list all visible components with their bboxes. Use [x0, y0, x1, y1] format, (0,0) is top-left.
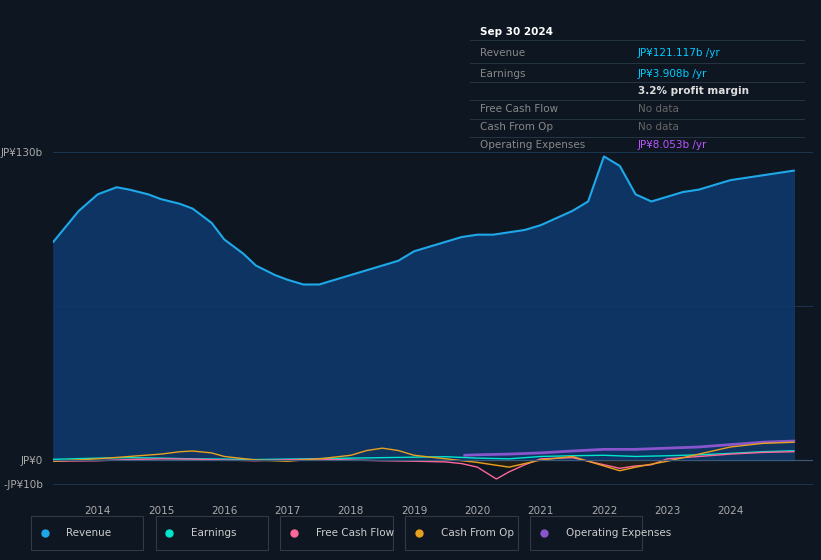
- Text: JP¥3.908b /yr: JP¥3.908b /yr: [637, 69, 707, 79]
- Text: JP¥8.053b /yr: JP¥8.053b /yr: [637, 140, 707, 150]
- Text: Sep 30 2024: Sep 30 2024: [480, 27, 553, 37]
- Text: Earnings: Earnings: [191, 528, 236, 538]
- Text: No data: No data: [637, 104, 678, 114]
- Text: Operating Expenses: Operating Expenses: [480, 140, 585, 150]
- Text: Revenue: Revenue: [480, 48, 525, 58]
- Text: Free Cash Flow: Free Cash Flow: [316, 528, 394, 538]
- Text: Revenue: Revenue: [67, 528, 112, 538]
- Text: 3.2% profit margin: 3.2% profit margin: [637, 86, 749, 96]
- Text: Cash From Op: Cash From Op: [480, 122, 553, 132]
- Text: Cash From Op: Cash From Op: [441, 528, 514, 538]
- Text: No data: No data: [637, 122, 678, 132]
- Text: JP¥121.117b /yr: JP¥121.117b /yr: [637, 48, 720, 58]
- Text: Operating Expenses: Operating Expenses: [566, 528, 671, 538]
- Text: Earnings: Earnings: [480, 69, 525, 79]
- Text: Free Cash Flow: Free Cash Flow: [480, 104, 558, 114]
